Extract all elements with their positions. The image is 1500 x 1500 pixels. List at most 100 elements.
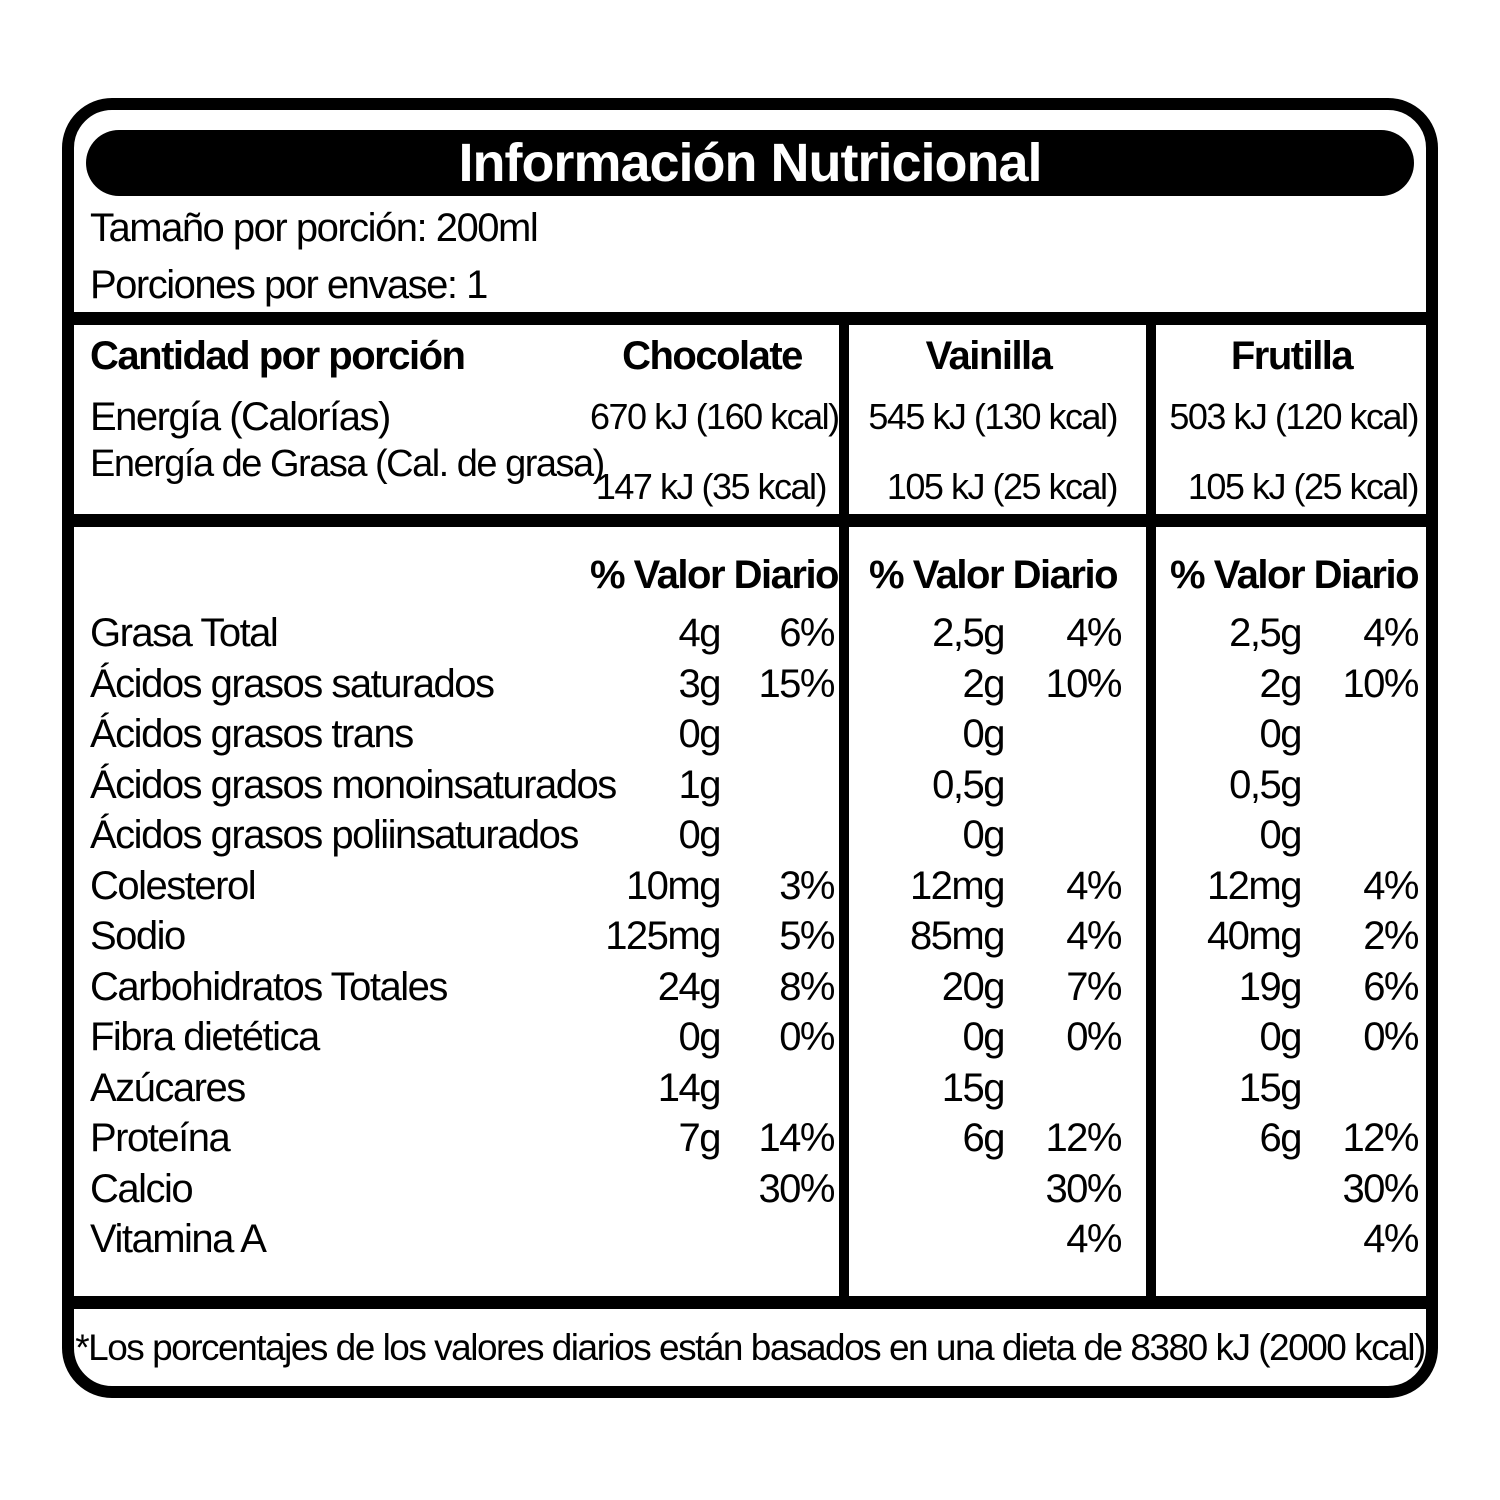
energy-fat-label: Energía de Grasa (Cal. de grasa)	[90, 442, 605, 485]
vainilla-dv: 4%	[1066, 611, 1122, 655]
nutrient-label: Vitamina A	[90, 1217, 267, 1261]
vainilla-amount: 85mg	[909, 914, 1006, 958]
rule-top	[74, 312, 1426, 325]
chocolate-amount: 0g	[678, 1015, 722, 1059]
nutrient-label: Ácidos grasos saturados	[90, 662, 495, 706]
nutrient-label: Ácidos grasos monoinsaturados	[90, 763, 617, 807]
nutrient-row-monoinsaturados: Ácidos grasos monoinsaturados 1g 0,5g 0,…	[74, 760, 1426, 811]
energy-chocolate: 670 kJ (160 kcal)	[590, 396, 840, 437]
nutrient-row-grasa-total: Grasa Total 4g 6% 2,5g 4% 2,5g 4%	[74, 608, 1426, 659]
frutilla-amount: 19g	[1238, 965, 1303, 1009]
vainilla-dv: 4%	[1066, 864, 1122, 908]
frutilla-amount: 0g	[1259, 712, 1303, 756]
rule-mid	[74, 514, 1426, 527]
frutilla-dv: 30%	[1342, 1167, 1419, 1211]
vainilla-amount: 0g	[962, 1015, 1006, 1059]
chocolate-amount: 3g	[678, 662, 722, 706]
dv-header-chocolate: % Valor Diario	[590, 552, 839, 597]
frutilla-dv: 4%	[1363, 1217, 1419, 1261]
column-header-row: Cantidad por porción Chocolate Vainilla …	[74, 328, 1426, 384]
servings-per-container-text: Porciones por envase: 1	[90, 263, 488, 307]
vainilla-dv: 30%	[1045, 1167, 1122, 1211]
dv-header-vainilla: % Valor Diario	[869, 552, 1118, 597]
nutrient-label: Carbohidratos Totales	[90, 965, 448, 1009]
frutilla-amount: 12mg	[1206, 864, 1303, 908]
frutilla-dv: 6%	[1363, 965, 1419, 1009]
energy-fat-vainilla: 105 kJ (25 kcal)	[886, 466, 1119, 507]
vainilla-amount: 2,5g	[932, 611, 1005, 655]
nutrient-label: Grasa Total	[90, 611, 279, 655]
chocolate-dv: 14%	[758, 1116, 835, 1160]
frutilla-amount: 2g	[1259, 662, 1303, 706]
nutrient-row-saturados: Ácidos grasos saturados 3g 15% 2g 10% 2g…	[74, 659, 1426, 710]
nutrient-row-calcio: Calcio 30% 30% 30%	[74, 1164, 1426, 1215]
chocolate-amount: 10mg	[625, 864, 722, 908]
nutrient-row-poliinsaturados: Ácidos grasos poliinsaturados 0g 0g 0g	[74, 810, 1426, 861]
chocolate-dv: 6%	[779, 611, 835, 655]
nutrient-row-azucares: Azúcares 14g 15g 15g	[74, 1063, 1426, 1114]
nutrient-label: Calcio	[90, 1167, 194, 1211]
label-border-box: Información Nutricional Tamaño por porci…	[62, 98, 1438, 1398]
daily-value-footnote: *Los porcentajes de los valores diarios …	[75, 1326, 1426, 1368]
flavor-header-frutilla: Frutilla	[1230, 333, 1354, 378]
nutrient-row-sodio: Sodio 125mg 5% 85mg 4% 40mg 2%	[74, 911, 1426, 962]
vainilla-amount: 0,5g	[932, 763, 1005, 807]
amount-per-serving-header: Cantidad por porción	[90, 333, 466, 378]
nutrient-label: Ácidos grasos poliinsaturados	[90, 813, 579, 857]
nutrient-row-colesterol: Colesterol 10mg 3% 12mg 4% 12mg 4%	[74, 861, 1426, 912]
energy-label: Energía (Calorías)	[90, 394, 391, 439]
nutrient-label: Proteína	[90, 1116, 231, 1160]
nutrient-row-carbohidratos: Carbohidratos Totales 24g 8% 20g 7% 19g …	[74, 962, 1426, 1013]
column-divider-2	[1146, 312, 1156, 1309]
frutilla-amount: 6g	[1259, 1116, 1303, 1160]
energy-vainilla: 545 kJ (130 kcal)	[868, 396, 1118, 437]
vainilla-dv: 0%	[1066, 1015, 1122, 1059]
nutrient-row-fibra: Fibra dietética 0g 0% 0g 0% 0g 0%	[74, 1012, 1426, 1063]
daily-value-header-row: % Valor Diario % Valor Diario % Valor Di…	[74, 546, 1426, 604]
frutilla-amount: 0,5g	[1229, 763, 1302, 807]
frutilla-amount: 40mg	[1206, 914, 1303, 958]
vainilla-amount: 0g	[962, 813, 1006, 857]
nutrient-row-proteina: Proteína 7g 14% 6g 12% 6g 12%	[74, 1113, 1426, 1164]
chocolate-dv: 5%	[779, 914, 835, 958]
nutrient-label: Sodio	[90, 914, 186, 958]
chocolate-amount: 4g	[678, 611, 722, 655]
frutilla-dv: 10%	[1342, 662, 1419, 706]
chocolate-dv: 15%	[758, 662, 835, 706]
nutrient-label: Ácidos grasos trans	[90, 712, 414, 756]
chocolate-amount: 125mg	[605, 914, 721, 958]
flavor-header-chocolate: Chocolate	[622, 333, 803, 378]
chocolate-amount: 0g	[678, 813, 722, 857]
frutilla-dv: 2%	[1363, 914, 1419, 958]
chocolate-amount: 14g	[657, 1066, 722, 1110]
nutrient-label: Fibra dietética	[90, 1015, 320, 1059]
vainilla-dv: 4%	[1066, 1217, 1122, 1261]
energy-fat-chocolate: 147 kJ (35 kcal)	[595, 466, 828, 507]
flavor-header-vainilla: Vainilla	[925, 333, 1053, 378]
chocolate-dv: 8%	[779, 965, 835, 1009]
footnote-row: *Los porcentajes de los valores diarios …	[74, 1309, 1426, 1386]
vainilla-amount: 20g	[941, 965, 1006, 1009]
vainilla-dv: 7%	[1066, 965, 1122, 1009]
vainilla-amount: 2g	[962, 662, 1006, 706]
frutilla-dv: 12%	[1342, 1116, 1419, 1160]
vainilla-dv: 4%	[1066, 914, 1122, 958]
chocolate-amount: 7g	[678, 1116, 722, 1160]
nutrient-row-vitamina-a: Vitamina A 4% 4%	[74, 1214, 1426, 1265]
rule-bottom	[74, 1296, 1426, 1309]
frutilla-dv: 4%	[1363, 611, 1419, 655]
chocolate-dv: 0%	[779, 1015, 835, 1059]
frutilla-amount: 2,5g	[1229, 611, 1302, 655]
chocolate-dv: 30%	[758, 1167, 835, 1211]
frutilla-dv: 4%	[1363, 864, 1419, 908]
frutilla-amount: 0g	[1259, 1015, 1303, 1059]
energy-fat-row: Energía de Grasa (Cal. de grasa) 147 kJ …	[74, 442, 1426, 508]
energy-row: Energía (Calorías) 670 kJ (160 kcal) 545…	[74, 388, 1426, 446]
vainilla-amount: 0g	[962, 712, 1006, 756]
serving-size-text: Tamaño por porción: 200ml	[90, 206, 539, 250]
nutrient-row-trans: Ácidos grasos trans 0g 0g 0g	[74, 709, 1426, 760]
vainilla-dv: 12%	[1045, 1116, 1122, 1160]
chocolate-dv: 3%	[779, 864, 835, 908]
chocolate-amount: 1g	[678, 763, 722, 807]
